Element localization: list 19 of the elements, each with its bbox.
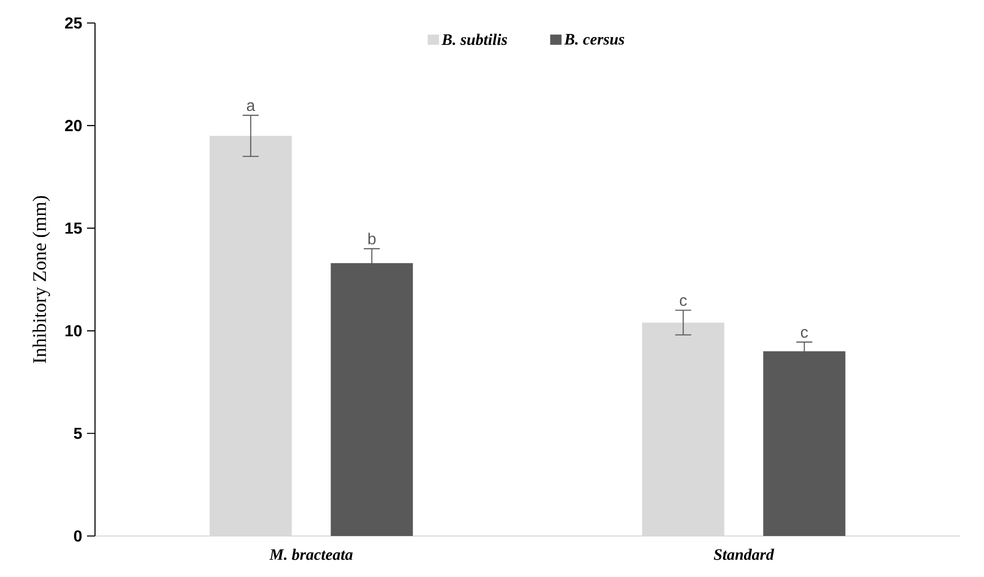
y-tick-label: 20 xyxy=(65,120,82,132)
data-label: c xyxy=(680,297,687,306)
y-tick-label: 25 xyxy=(65,17,82,29)
y-tick-label: 5 xyxy=(74,428,82,439)
data-label: a xyxy=(246,102,256,112)
legend-label: B. cersus xyxy=(564,34,624,45)
bar xyxy=(642,322,724,536)
bar xyxy=(210,136,292,536)
data-label: c xyxy=(800,329,808,338)
data-label: b xyxy=(368,232,376,244)
y-tick-label: 15 xyxy=(66,222,82,234)
bar xyxy=(330,263,413,536)
y-axis-title: Inhibitory Zone (mm) xyxy=(32,196,50,364)
y-tick-label: 10 xyxy=(66,325,82,336)
x-tick-label: M. bracteata xyxy=(269,548,353,560)
x-tick-label: Standard xyxy=(714,548,774,560)
legend-label: B. subtilis xyxy=(442,34,508,46)
bar xyxy=(763,351,846,536)
y-tick-label: 0 xyxy=(74,530,82,542)
